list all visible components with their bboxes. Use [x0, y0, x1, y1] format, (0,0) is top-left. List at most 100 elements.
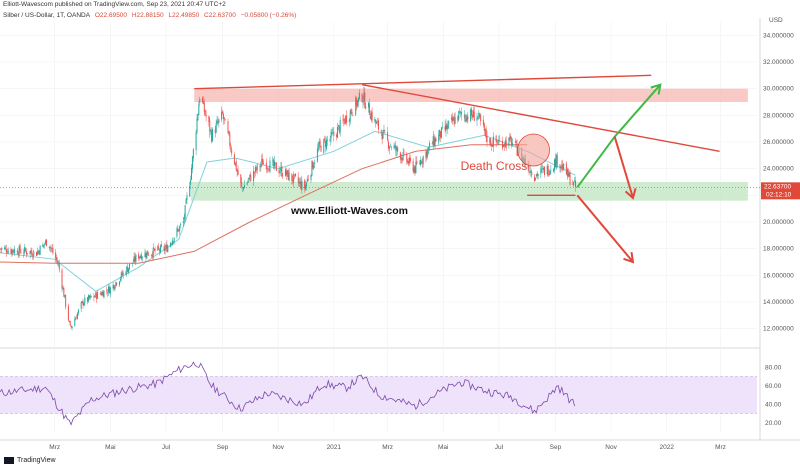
- candle-body: [204, 110, 206, 115]
- candle-body: [459, 111, 461, 113]
- candle-body: [326, 139, 328, 141]
- candle-body: [163, 246, 165, 251]
- candle-body: [440, 127, 442, 139]
- trendlines: [194, 74, 720, 264]
- candle-body: [295, 173, 297, 177]
- candle-body: [0, 248, 2, 250]
- candle-body: [311, 161, 313, 176]
- price-tick-label: 32.000000: [763, 59, 794, 66]
- symbol-title[interactable]: Silber / US-Dollar, 1T, OANDA: [3, 12, 91, 19]
- candle-body: [530, 170, 532, 173]
- candle-body: [454, 116, 456, 124]
- candle-body: [71, 326, 73, 328]
- candle-body: [348, 119, 350, 122]
- candle-body: [126, 266, 128, 274]
- candle-body: [560, 166, 562, 168]
- candle-body: [267, 168, 269, 170]
- candle-body: [489, 138, 491, 144]
- time-tick-label: Nov: [272, 444, 284, 451]
- candle-body: [25, 251, 27, 255]
- candle-body: [326, 139, 328, 149]
- candle-body: [64, 295, 66, 297]
- candle-body: [46, 239, 48, 246]
- candle-body: [195, 132, 197, 150]
- candle-body: [141, 256, 143, 259]
- candle-body: [425, 151, 427, 158]
- candle-body: [140, 254, 142, 260]
- candle-body: [537, 173, 539, 177]
- candle-body: [568, 173, 570, 177]
- candle-body: [357, 100, 359, 106]
- candle-body: [4, 247, 6, 249]
- candle-body: [412, 161, 414, 172]
- candle-body: [24, 247, 26, 253]
- candle-body: [215, 123, 217, 133]
- candle-body: [235, 161, 237, 171]
- candle-body: [178, 229, 180, 232]
- candle-body: [109, 287, 111, 294]
- candle-body: [502, 140, 504, 149]
- price-tick-label: 14.000000: [763, 299, 794, 306]
- candle-body: [42, 244, 44, 247]
- candle-body: [492, 145, 494, 148]
- candle-body: [541, 167, 543, 169]
- candle-body: [17, 254, 19, 256]
- rsi-panel: 80.00 60.00 40.00 20.00: [0, 361, 782, 427]
- candle-body: [325, 140, 327, 148]
- candle-body: [566, 168, 568, 177]
- candle-body: [273, 159, 275, 167]
- candle-body: [567, 169, 569, 178]
- candle-body: [536, 173, 538, 177]
- candle-body: [555, 154, 557, 168]
- candle-body: [419, 160, 421, 165]
- candle-body: [344, 119, 346, 124]
- candle-body: [486, 136, 488, 143]
- candle-body: [205, 115, 207, 117]
- candle-body: [401, 158, 403, 161]
- symbol-bar: Silber / US-Dollar, 1T, OANDA O22.69500 …: [0, 10, 763, 22]
- publisher-header: Elliott-Wavescom published on TradingVie…: [3, 1, 226, 8]
- candle-body: [431, 143, 433, 145]
- candle-body: [463, 115, 465, 117]
- candle-body: [406, 153, 408, 162]
- candle-body: [36, 251, 38, 256]
- candle-body: [483, 123, 485, 131]
- candle-body: [249, 174, 251, 178]
- candle-body: [82, 300, 84, 306]
- bear-arrow-long-head: [623, 251, 635, 264]
- candle-body: [170, 243, 172, 245]
- candle-body: [6, 252, 8, 254]
- candle-body: [16, 249, 18, 255]
- candle-body: [466, 115, 468, 121]
- candle-body: [369, 115, 371, 119]
- candle-body: [351, 111, 353, 115]
- candle-body: [95, 292, 97, 298]
- candle-body: [243, 187, 245, 190]
- candle-body: [472, 110, 474, 118]
- candle-body: [458, 111, 460, 120]
- candle-body: [268, 170, 270, 171]
- candle-body: [465, 118, 467, 122]
- candle-body: [68, 321, 70, 322]
- candle-body: [383, 130, 385, 131]
- candle-body: [10, 249, 12, 254]
- candle-body: [170, 243, 172, 247]
- candle-body: [32, 256, 34, 258]
- rsi-tick-label: 40.00: [765, 401, 782, 408]
- resistance-zone: [194, 88, 748, 102]
- candle-body: [233, 154, 235, 164]
- candle-body: [429, 143, 431, 147]
- last-price-value: 22.63700: [764, 183, 791, 190]
- candle-body: [543, 166, 545, 175]
- candle-body: [107, 292, 109, 293]
- candle-body: [20, 252, 22, 254]
- price-tick-label: 20.000000: [763, 219, 794, 226]
- candle-body: [100, 293, 102, 296]
- candle-body: [380, 130, 382, 133]
- candle-body: [254, 166, 256, 173]
- candle-body: [280, 166, 282, 171]
- candle-body: [184, 205, 186, 219]
- candle-body: [282, 175, 284, 177]
- candle-body: [5, 248, 7, 253]
